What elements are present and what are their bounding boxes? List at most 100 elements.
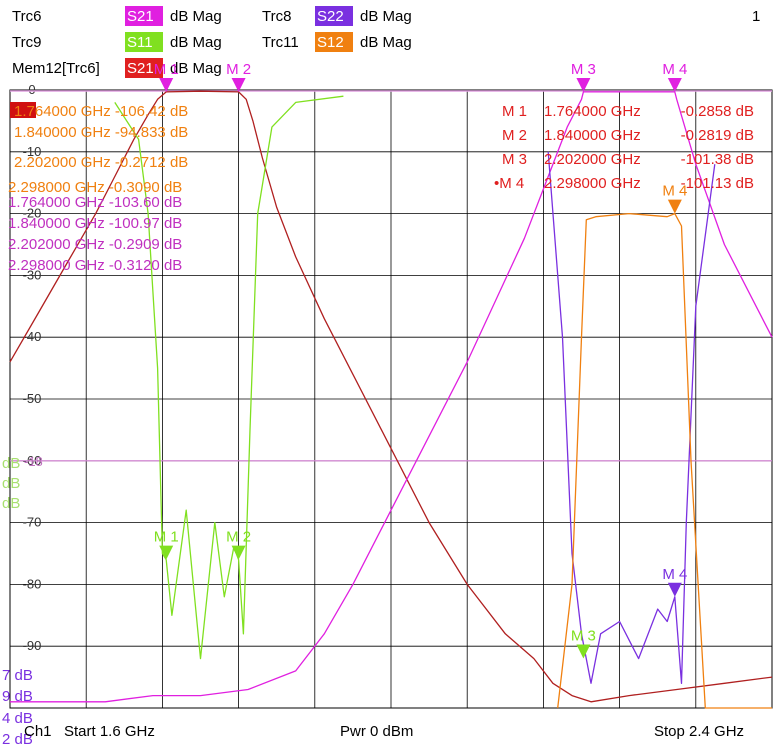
marker-s11-m1: M 1 xyxy=(154,529,179,560)
edge-label-2: dB xyxy=(2,475,20,492)
marker-s11-m2: M 2 xyxy=(226,529,251,560)
marker-table-orange: 1.764000 GHz -106.42 dB 1.840000 GHz -94… xyxy=(8,102,188,196)
orange-marker-row-2: 1.840000 GHz -94.833 dB xyxy=(14,124,188,141)
red-marker-value-1: -0.2858 dB xyxy=(681,103,754,120)
marker-label: M 1 xyxy=(154,529,179,546)
red-marker-value-2: -0.2819 dB xyxy=(681,127,754,144)
y-tick-label: -30 xyxy=(23,267,42,282)
marker-s21-m3: M 3 xyxy=(571,61,596,92)
red-marker-freq-4: 2.298000 GHz xyxy=(544,175,641,192)
marker-s21-m2: M 2 xyxy=(226,61,251,92)
trace-mem12-trc6-s21 xyxy=(9,90,773,703)
marker-label: M 2 xyxy=(226,61,251,78)
y-tick-label: -90 xyxy=(23,638,42,653)
orange-marker-row-1: 1.764000 GHz -106.42 dB xyxy=(14,103,188,120)
marker-label: M 2 xyxy=(226,529,251,546)
red-marker-freq-3: 2.202000 GHz xyxy=(544,151,641,168)
y-tick-label: -10 xyxy=(23,144,42,159)
marker-label: M 3 xyxy=(571,61,596,78)
marker-triangle xyxy=(159,78,174,92)
marker-triangle xyxy=(667,199,682,214)
trace-name-trc11: Trc11 xyxy=(262,34,299,51)
marker-label: M 4 xyxy=(662,566,687,583)
param-mem12: S21 xyxy=(127,60,154,77)
edge-label-1: dB xyxy=(2,455,20,472)
y-tick-label: -50 xyxy=(23,391,42,406)
trace-name-trc6: Trc6 xyxy=(12,8,41,25)
param-badge-trc6 xyxy=(125,6,163,26)
marker-triangles: M 1 M 2 M 3 M 4 M 1 M 2 M 4 M 3 M 4 xyxy=(154,61,687,659)
magenta-marker-row-4: 2.298000 GHz -0.3120 dB xyxy=(8,257,182,274)
marker-triangle xyxy=(231,545,246,560)
orange-marker-row-3: 2.202000 GHz -0.2712 dB xyxy=(14,154,188,171)
edge-label-5: 9 dB xyxy=(2,688,33,705)
param-trc11: S12 xyxy=(317,34,344,51)
marker-triangle xyxy=(576,78,591,92)
magenta-marker-row-2: 1.840000 GHz -100.97 dB xyxy=(8,215,182,232)
source-power: Pwr 0 dBm xyxy=(340,723,413,740)
marker-label: M 3 xyxy=(571,628,596,645)
y-tick-label: -70 xyxy=(23,515,42,530)
reference-level-label: -18 xyxy=(24,454,43,469)
channel-label: Ch1 xyxy=(24,723,52,740)
param-trc6: S21 xyxy=(127,8,154,25)
channel-number: 1 xyxy=(752,8,760,25)
marker-s21-m4: M 4 xyxy=(662,61,687,92)
y-tick-label: -20 xyxy=(23,206,42,221)
trace-legend: Trc6 S21 dB Mag Trc8 S22 dB Mag Trc9 S11… xyxy=(12,6,760,78)
traces xyxy=(9,90,773,709)
red-marker-label-4: •M 4 xyxy=(494,175,524,192)
stop-frequency: Stop 2.4 GHz xyxy=(654,723,744,740)
y-tick-label: -80 xyxy=(23,576,42,591)
marker-label: M 1 xyxy=(154,61,179,78)
trace-trc8-s22 xyxy=(547,151,716,684)
edge-label-6: 4 dB xyxy=(2,710,33,727)
magenta-marker-row-1: 1.764000 GHz -103.60 dB xyxy=(8,194,182,211)
marker-label: M 4 xyxy=(662,61,687,78)
y-tick-label: -40 xyxy=(23,329,42,344)
active-marker-highlight xyxy=(10,102,36,118)
param-badge-mem12 xyxy=(125,58,163,78)
marker-label: M 4 xyxy=(662,183,687,200)
red-marker-value-3: -101.38 dB xyxy=(681,151,754,168)
magenta-marker-row-3: 2.202000 GHz -0.2909 dB xyxy=(8,236,182,253)
format-trc9: dB Mag xyxy=(170,34,222,51)
orange-marker-row-4: 2.298000 GHz -0.3090 dB xyxy=(8,179,182,196)
edge-label-7: 2 dB xyxy=(2,731,33,746)
start-frequency: Start 1.6 GHz xyxy=(64,723,155,740)
param-trc9: S11 xyxy=(127,34,153,51)
param-trc8: S22 xyxy=(317,8,344,25)
marker-triangle xyxy=(159,545,174,560)
format-trc6: dB Mag xyxy=(170,8,222,25)
left-edge-labels: dB dB dB 7 dB 9 dB 4 dB 2 dB xyxy=(2,455,33,746)
marker-table-magenta: 1.764000 GHz -103.60 dB 1.840000 GHz -10… xyxy=(8,194,182,274)
param-badge-trc8 xyxy=(315,6,353,26)
edge-label-4: 7 dB xyxy=(2,667,33,684)
marker-triangle xyxy=(231,78,246,92)
marker-s21-m1: M 1 xyxy=(154,61,179,92)
marker-s11-m3: M 3 xyxy=(571,628,596,659)
y-tick-labels: 0-10-20-30-40-50-60-70-80-90 xyxy=(23,82,42,653)
trace-trc9-s11 xyxy=(114,95,344,660)
red-marker-label-2: M 2 xyxy=(502,127,527,144)
marker-s22-m4: M 4 xyxy=(662,566,687,597)
red-marker-freq-2: 1.840000 GHz xyxy=(544,127,641,144)
format-trc11: dB Mag xyxy=(360,34,412,51)
red-marker-freq-1: 1.764000 GHz xyxy=(544,103,641,120)
red-marker-label-3: M 3 xyxy=(502,151,527,168)
y-tick-label: 0 xyxy=(28,82,35,97)
trace-trc6-s21 xyxy=(10,91,773,703)
param-badge-trc9 xyxy=(125,32,163,52)
marker-s12-m4: M 4 xyxy=(662,183,687,214)
marker-triangle xyxy=(576,644,591,659)
format-trc8: dB Mag xyxy=(360,8,412,25)
format-mem12: dB Mag xyxy=(170,60,222,77)
trace-name-trc8: Trc8 xyxy=(262,8,291,25)
red-marker-label-1: M 1 xyxy=(502,103,527,120)
marker-triangle xyxy=(667,582,682,597)
trace-trc11-s12 xyxy=(557,212,772,709)
marker-table-red: M 1 1.764000 GHz -0.2858 dB M 2 1.840000… xyxy=(494,103,754,192)
trace-name-mem12: Mem12[Trc6] xyxy=(12,60,100,77)
